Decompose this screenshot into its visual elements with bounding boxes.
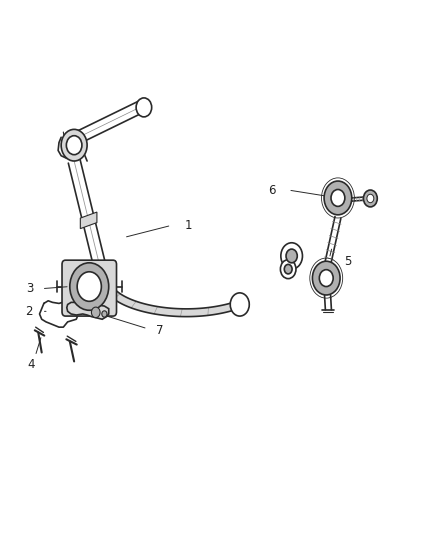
Circle shape (92, 307, 100, 318)
Polygon shape (80, 212, 97, 229)
Text: 3: 3 (26, 282, 33, 295)
Circle shape (70, 263, 109, 310)
Circle shape (230, 293, 249, 316)
Text: 6: 6 (268, 183, 275, 197)
Circle shape (324, 181, 352, 215)
Text: 4: 4 (27, 358, 35, 370)
Circle shape (286, 249, 297, 263)
Circle shape (281, 243, 303, 269)
Circle shape (367, 194, 374, 203)
Circle shape (280, 260, 296, 279)
Circle shape (319, 270, 333, 287)
Circle shape (102, 311, 107, 317)
Circle shape (331, 190, 345, 206)
Polygon shape (103, 280, 238, 317)
Polygon shape (67, 302, 109, 319)
Text: 1: 1 (184, 219, 192, 232)
Text: 5: 5 (344, 255, 352, 268)
Circle shape (364, 190, 377, 207)
Circle shape (284, 264, 292, 274)
Circle shape (312, 261, 340, 295)
Circle shape (77, 272, 101, 301)
FancyBboxPatch shape (62, 260, 117, 316)
Text: 2: 2 (25, 305, 33, 318)
Circle shape (61, 130, 87, 161)
Circle shape (136, 98, 152, 117)
Circle shape (66, 136, 82, 155)
Text: 7: 7 (156, 325, 164, 337)
